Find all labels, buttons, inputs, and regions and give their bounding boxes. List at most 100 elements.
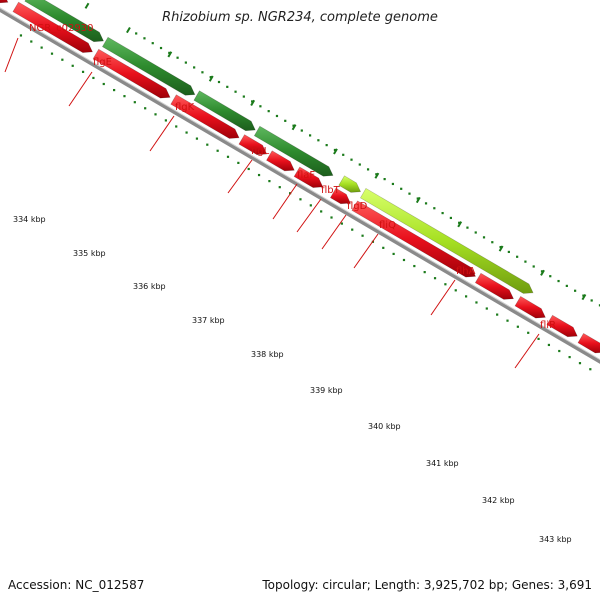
tick-mark [458,221,461,224]
major-tick [540,269,545,276]
tick-mark [206,143,209,146]
tick-mark [423,271,426,274]
tick-mark [30,40,33,43]
tick-mark [113,88,116,92]
tick-mark [351,228,354,231]
tick-mark [558,349,561,353]
gene-feature[interactable] [253,125,334,177]
major-tick [291,124,297,131]
tick-mark [589,368,592,371]
gene-label-NGR_c02930: NGR_c02930 [29,23,94,34]
tick-mark [413,264,416,268]
tick-mark [267,110,270,113]
tick-mark [61,58,64,61]
tick-mark [151,42,154,45]
major-tick [333,148,338,155]
gene-feature[interactable] [101,36,196,96]
gene-feature[interactable] [92,48,171,99]
tick-mark [358,163,361,166]
tick-mark [195,137,199,140]
tick-mark [185,131,188,134]
tick-marks [19,2,600,371]
gene-feature[interactable] [514,295,546,319]
map-title: Rhizobium sp. NGR234, complete genome [162,10,438,25]
tick-label: 338 kbp [251,350,284,359]
gene-label-flbT: flbT [321,185,341,196]
gene-track[interactable] [0,0,600,373]
tick-mark [416,197,419,200]
tick-mark [308,134,312,137]
tick-mark [81,70,85,73]
tick-mark [300,129,303,132]
major-tick [457,221,463,228]
gene-feature[interactable] [293,166,324,188]
tick-mark [340,222,343,225]
gene-feature[interactable] [193,90,256,132]
tick-mark [234,90,237,93]
tick-mark [506,319,509,322]
tick-mark [247,167,250,171]
major-tick [415,196,421,204]
label-leader [149,115,175,152]
tick-mark [516,325,519,328]
genome-summary-text: Topology: circular; Length: 3,925,702 bp… [262,578,592,592]
tick-mark [527,331,530,334]
tick-mark [135,32,138,35]
gene-feature[interactable] [266,150,295,172]
tick-mark [444,283,447,286]
label-leader [296,198,322,233]
tick-mark [532,265,535,268]
tick-mark [549,275,552,278]
tick-mark [333,148,337,152]
label-leaders [4,37,540,369]
tick-mark [491,241,494,244]
gene-feature[interactable] [338,175,362,193]
tick-mark [144,107,147,110]
label-leader [4,37,19,73]
tick-mark [433,207,436,210]
tick-mark [175,125,178,128]
label-leader [353,233,379,269]
tick-mark [475,301,478,304]
tick-mark [40,46,43,49]
tick-mark [226,155,230,158]
gene-feature[interactable] [351,200,476,278]
tick-mark [268,180,271,183]
tick-mark [350,158,353,161]
tick-mark [400,187,403,190]
genome-backbone [0,7,600,364]
tick-label: 337 kbp [192,316,225,325]
gene-feature[interactable] [329,187,351,205]
major-tick [581,293,587,301]
tick-mark [143,37,146,40]
tick-mark [568,355,571,359]
gene-feature[interactable] [170,94,240,139]
tick-mark [71,64,74,67]
backbone-highlight [0,7,600,361]
gene-feature[interactable] [474,272,514,300]
label-leader [514,333,540,369]
gene-feature[interactable] [0,0,9,4]
gene-feature[interactable] [359,187,534,294]
tick-mark [382,246,385,249]
gene-feature[interactable] [12,1,93,53]
tick-mark [474,231,477,234]
tick-mark [257,173,261,177]
tick-mark [217,80,221,84]
gene-feature[interactable] [577,332,600,354]
gene-feature[interactable] [546,314,578,338]
tick-mark [565,284,568,288]
tick-label: 336 kbp [133,282,166,291]
gene-feature[interactable] [238,134,268,156]
tick-mark [133,101,136,104]
tick-mark [578,362,582,365]
tick-mark [102,82,105,86]
gene-feature[interactable] [24,0,104,43]
gene-label-flgK: flgK [175,102,195,113]
tick-mark [201,71,204,74]
tick-mark [557,279,560,283]
tick-mark [275,114,279,118]
tick-mark [433,277,437,280]
tick-mark [454,289,457,292]
